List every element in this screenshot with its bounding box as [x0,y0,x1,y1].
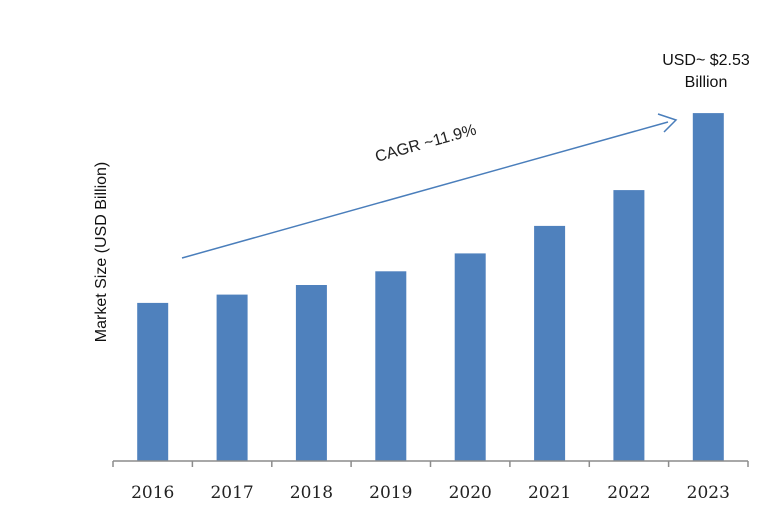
bar-2021 [534,225,566,461]
bar-2020 [454,253,486,461]
bar-2016 [137,302,169,461]
x-tick-label-2019: 2019 [369,483,412,503]
cagr-label: CAGR ~11.9% [373,121,478,165]
cagr-arrow [181,121,669,259]
last-value-label-line1: USD~ $2.53 [662,52,750,69]
x-tick-label-2017: 2017 [210,483,253,503]
cagr-arrow-head [657,113,678,133]
x-tick-label-2023: 2023 [687,483,730,503]
x-axis-ticks [112,461,749,467]
bar-2022 [613,190,645,461]
x-tick-label-2016: 2016 [131,483,174,503]
bar-2018 [295,285,327,461]
bar-2017 [216,294,248,461]
bars-group [137,113,724,461]
x-axis-tick-labels: 2016 2017 2018 2019 2020 2021 2022 2023 [131,483,730,503]
x-tick-label-2022: 2022 [607,483,650,503]
last-value-label-line2: Billion [685,74,728,91]
bar-2023 [692,113,724,461]
bar-2019 [375,271,407,461]
x-tick-label-2018: 2018 [290,483,333,503]
x-tick-label-2020: 2020 [449,483,492,503]
y-axis-title: Market Size (USD Billion) [93,162,110,342]
x-tick-label-2021: 2021 [528,483,571,503]
